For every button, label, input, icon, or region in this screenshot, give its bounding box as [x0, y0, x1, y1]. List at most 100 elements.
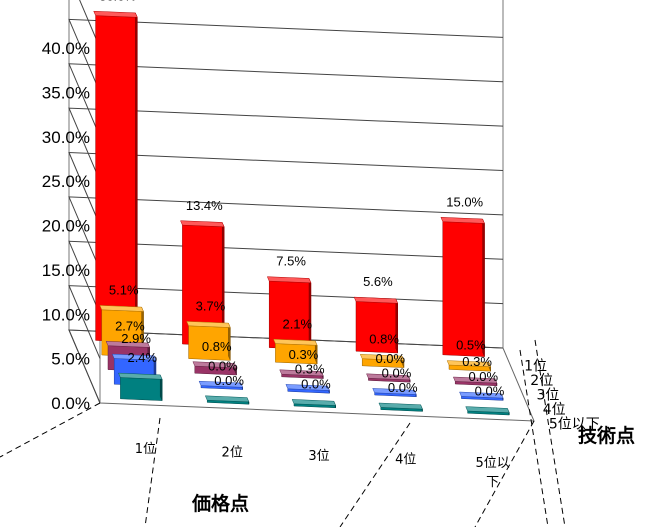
data-label: 0.8% [202, 339, 232, 354]
bar [372, 388, 417, 398]
bar-top-face [186, 321, 231, 328]
data-label: 3.7% [196, 299, 226, 314]
data-labels: 36.6% 13.4% 7.5% 5.6% 15.0% 5.1% 3.7% 2.1% 0.8% 0… [99, 0, 505, 399]
chart-gridlines [68, 0, 504, 404]
bar-side-face [482, 218, 485, 357]
bar-top-face [266, 276, 312, 284]
x-tick-line: 5位以 [475, 456, 509, 471]
data-label: 0.0% [375, 351, 405, 366]
bar-top-face [465, 406, 510, 413]
bar [378, 402, 423, 412]
gridline [68, 151, 504, 226]
bar-top-face [118, 372, 163, 380]
bar [198, 380, 244, 390]
gridline [68, 107, 504, 182]
data-label: 2.4% [127, 350, 157, 365]
data-label: 0.0% [301, 377, 331, 392]
gridline [68, 63, 504, 137]
bar [359, 354, 405, 368]
x-axis-ticks: 1位 2位 3位 4位 5位以下 [135, 442, 510, 490]
y-tick-label: 35.0% [42, 83, 90, 102]
guide-line [474, 420, 535, 527]
bar-front-face [442, 221, 485, 357]
z-axis-title: 技術点 [578, 424, 635, 447]
bar-top-face [273, 338, 318, 346]
y-tick-label: 10.0% [42, 305, 90, 324]
bar-side-face [308, 278, 312, 350]
bar [192, 361, 237, 376]
x-tick-label: 4位 [395, 453, 416, 468]
data-label: 0.0% [382, 366, 412, 381]
y-axis-ticks: 0.0% 5.0% 10.0% 15.0% 20.0% 25.0% 30.0% 35.0% 40… [42, 39, 90, 413]
data-label: 0.0% [388, 380, 418, 395]
bar-top-face [372, 388, 417, 395]
data-label: 5.1% [109, 282, 139, 297]
bar-top-face [198, 380, 244, 388]
y-tick-label: 40.0% [42, 39, 90, 58]
bar [273, 338, 318, 365]
dashed-guides [0, 339, 566, 527]
bar-top-face [180, 220, 225, 228]
bar [465, 406, 510, 416]
bar [291, 399, 337, 409]
data-label: 0.3% [295, 361, 325, 376]
gridline [68, 240, 504, 315]
data-label: 7.5% [276, 254, 306, 269]
bar-top-face [440, 217, 485, 224]
bar-top-face [105, 341, 151, 348]
data-label: 15.0% [446, 194, 483, 209]
gridline [68, 196, 504, 271]
bar-top-face [446, 360, 492, 367]
y-tick-label: 20.0% [42, 217, 90, 236]
z-tick-label: 5位以下 [549, 417, 600, 433]
y-tick-label: 25.0% [42, 172, 90, 191]
x-tick-label: 5位以下 [475, 456, 509, 490]
guide-line [144, 417, 161, 527]
bar-top-face [279, 369, 324, 377]
data-label: 5.6% [363, 274, 393, 289]
bar [266, 276, 312, 350]
data-label: 0.5% [456, 338, 486, 353]
bar-top-face [192, 361, 237, 369]
guide-line [339, 422, 411, 527]
bar-front-face [120, 377, 163, 401]
z-tick-label: 4位 [543, 402, 566, 418]
bar-top-face [111, 353, 157, 361]
data-label: 2.9% [121, 331, 151, 346]
bar [440, 217, 485, 357]
bar-top-face [291, 399, 337, 406]
data-label: 0.0% [214, 373, 244, 388]
x-axis-title: 価格点 [191, 492, 249, 515]
x-tick-label: 1位 [135, 442, 156, 457]
bar-top-face [359, 354, 405, 361]
bar [353, 296, 399, 354]
bar-top-face [459, 391, 504, 399]
bar [180, 220, 225, 347]
bar-top-face [353, 296, 399, 304]
bar-top-face [366, 373, 411, 381]
bar-top-face [99, 305, 144, 312]
gridline [79, 0, 101, 49]
bar [118, 372, 163, 401]
data-label: 2.1% [282, 316, 312, 331]
bar [446, 360, 492, 372]
bar-top-face [204, 395, 250, 403]
bar [204, 395, 250, 405]
guide-line [0, 402, 101, 458]
z-tick-label: 3位 [537, 388, 560, 404]
bar [285, 384, 330, 394]
bar [459, 391, 504, 401]
bar [279, 369, 324, 379]
y-tick-label: 0.0% [51, 394, 90, 413]
data-label: 0.0% [468, 369, 498, 384]
guide-line [534, 339, 566, 527]
x-tick-line: 下 [486, 475, 499, 490]
data-label: 0.8% [369, 331, 399, 346]
data-label: 13.4% [186, 198, 223, 213]
bar-top-face [285, 384, 330, 391]
y-tick-label: 30.0% [42, 128, 90, 147]
x-tick-label: 2位 [222, 445, 243, 460]
bar-top-face [452, 376, 498, 384]
